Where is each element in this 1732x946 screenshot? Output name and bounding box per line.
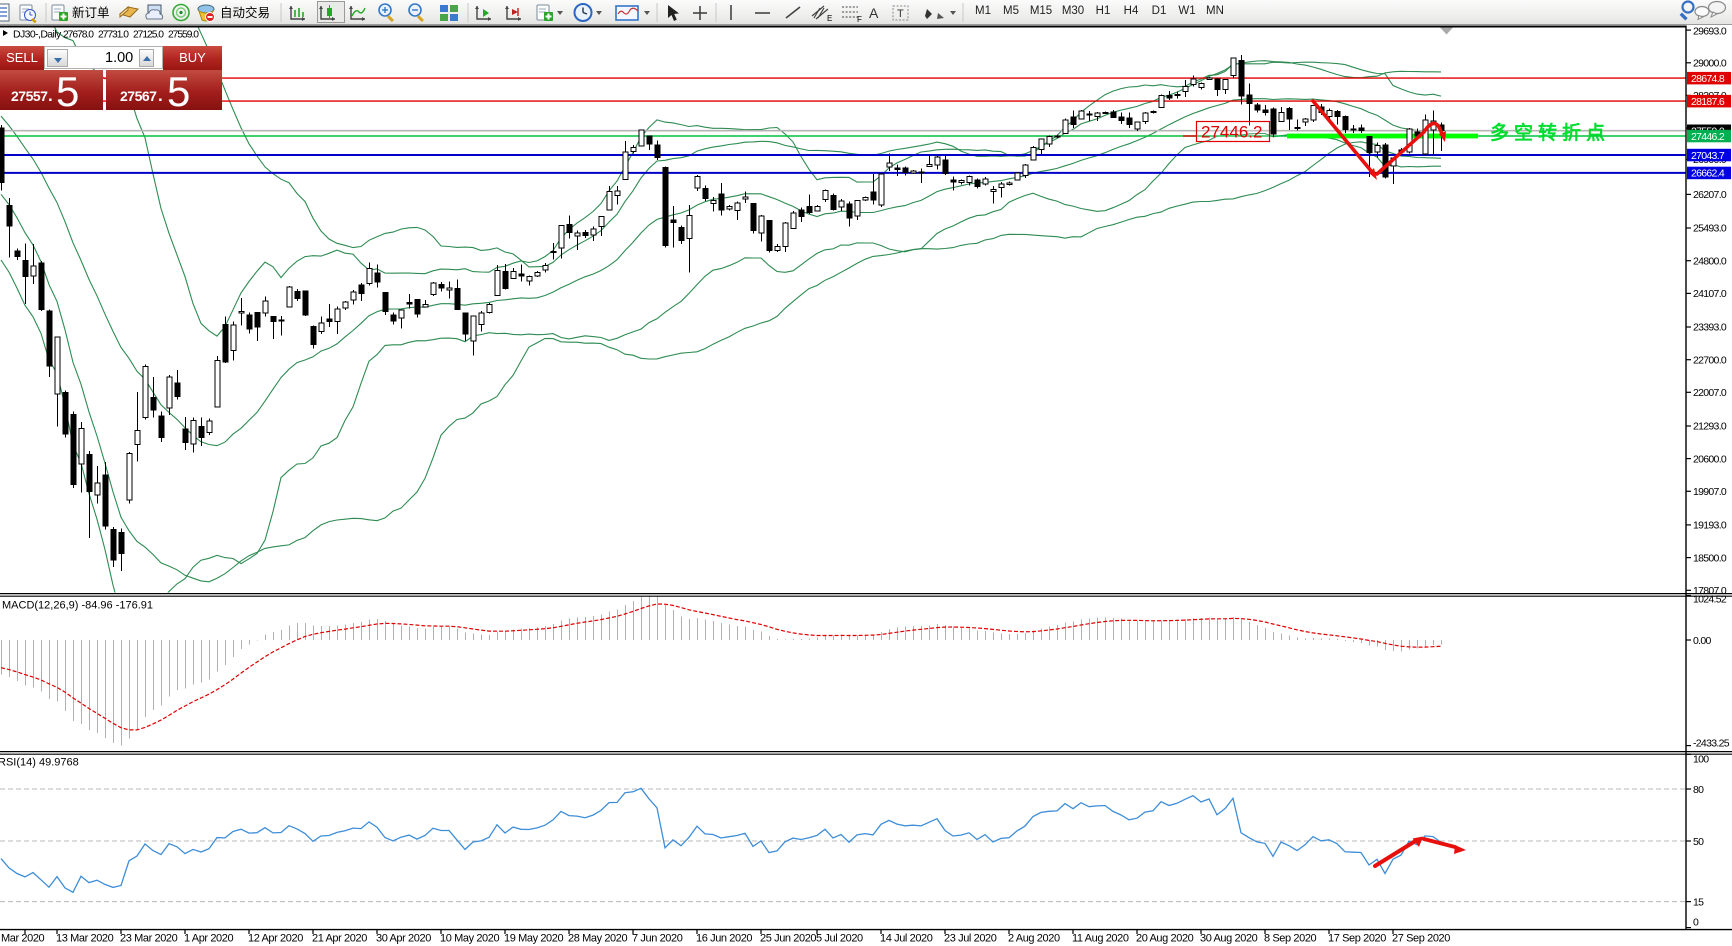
- svg-text:7 Jun 2020: 7 Jun 2020: [632, 933, 683, 945]
- svg-text:0.00: 0.00: [1693, 635, 1711, 647]
- svg-text:27731.0: 27731.0: [98, 30, 129, 41]
- svg-text:自动交易: 自动交易: [220, 5, 270, 20]
- svg-text:RSI(14) 49.9768: RSI(14) 49.9768: [0, 757, 79, 769]
- svg-text:DJ30-,Daily: DJ30-,Daily: [13, 29, 62, 41]
- svg-text:2 Aug 2020: 2 Aug 2020: [1008, 933, 1060, 945]
- svg-text:Mar 2020: Mar 2020: [1, 933, 45, 945]
- svg-text:30 Apr 2020: 30 Apr 2020: [376, 933, 431, 945]
- svg-text:5 Jul 2020: 5 Jul 2020: [816, 933, 863, 945]
- svg-text:11 Aug 2020: 11 Aug 2020: [1072, 933, 1129, 945]
- svg-text:50: 50: [1693, 836, 1704, 848]
- svg-text:29693.0: 29693.0: [1693, 26, 1727, 38]
- svg-text:13 Mar 2020: 13 Mar 2020: [56, 933, 114, 945]
- svg-text:20600.0: 20600.0: [1693, 453, 1727, 465]
- svg-text:T: T: [897, 8, 904, 20]
- svg-text:28674.8: 28674.8: [1691, 73, 1725, 85]
- svg-text:27 Sep 2020: 27 Sep 2020: [1392, 933, 1450, 945]
- svg-text:28 May 2020: 28 May 2020: [568, 933, 627, 945]
- svg-text:24107.0: 24107.0: [1693, 288, 1727, 300]
- svg-text:27559.0: 27559.0: [168, 30, 199, 41]
- svg-text:19 May 2020: 19 May 2020: [504, 933, 563, 945]
- svg-text:23 Jul 2020: 23 Jul 2020: [944, 933, 997, 945]
- svg-text:1024.52: 1024.52: [1693, 594, 1727, 606]
- svg-text:23 Mar 2020: 23 Mar 2020: [120, 933, 178, 945]
- svg-text:28187.6: 28187.6: [1691, 96, 1725, 108]
- svg-text:12 Apr 2020: 12 Apr 2020: [248, 933, 303, 945]
- svg-text:A: A: [869, 5, 879, 21]
- svg-text:14 Jul 2020: 14 Jul 2020: [880, 933, 933, 945]
- svg-text:25493.0: 25493.0: [1693, 223, 1727, 235]
- svg-text:23393.0: 23393.0: [1693, 322, 1727, 334]
- svg-text:19907.0: 19907.0: [1693, 486, 1727, 498]
- svg-text:22007.0: 22007.0: [1693, 387, 1727, 399]
- svg-text:19193.0: 19193.0: [1693, 520, 1727, 532]
- svg-text:1 Apr 2020: 1 Apr 2020: [184, 933, 233, 945]
- svg-text:25 Jun 2020: 25 Jun 2020: [760, 933, 816, 945]
- svg-text:MACD(12,26,9) -84.96 -176.91: MACD(12,26,9) -84.96 -176.91: [2, 600, 153, 612]
- svg-text:17 Sep 2020: 17 Sep 2020: [1328, 933, 1386, 945]
- svg-text:E: E: [827, 14, 832, 23]
- svg-text:18500.0: 18500.0: [1693, 552, 1727, 564]
- svg-text:29000.0: 29000.0: [1693, 58, 1727, 70]
- svg-text:24800.0: 24800.0: [1693, 255, 1727, 267]
- svg-text:15: 15: [1693, 897, 1704, 909]
- svg-text:27446.2: 27446.2: [1691, 131, 1725, 143]
- svg-text:F: F: [857, 15, 862, 24]
- svg-text:新订单: 新订单: [72, 5, 110, 20]
- svg-text:21 Apr 2020: 21 Apr 2020: [312, 933, 367, 945]
- svg-text:10 May 2020: 10 May 2020: [440, 933, 499, 945]
- svg-text:22700.0: 22700.0: [1693, 354, 1727, 366]
- svg-text:-2433.25: -2433.25: [1693, 738, 1730, 750]
- svg-text:80: 80: [1693, 784, 1704, 796]
- svg-text:100: 100: [1693, 753, 1709, 765]
- svg-text:27125.0: 27125.0: [133, 30, 164, 41]
- svg-text:21293.0: 21293.0: [1693, 421, 1727, 433]
- svg-text:30 Aug 2020: 30 Aug 2020: [1200, 933, 1258, 945]
- svg-text:17807.0: 17807.0: [1693, 585, 1727, 597]
- svg-text:多空转折点: 多空转折点: [1490, 121, 1610, 144]
- svg-text:8 Sep 2020: 8 Sep 2020: [1264, 933, 1317, 945]
- svg-text:26207.0: 26207.0: [1693, 189, 1727, 201]
- svg-text:27678.0: 27678.0: [63, 30, 94, 41]
- svg-text:27043.7: 27043.7: [1691, 150, 1725, 162]
- svg-text:27446.2: 27446.2: [1201, 123, 1262, 142]
- svg-text:16 Jun 2020: 16 Jun 2020: [696, 933, 752, 945]
- svg-text:26662.4: 26662.4: [1691, 168, 1725, 180]
- svg-text:20 Aug 2020: 20 Aug 2020: [1136, 933, 1194, 945]
- svg-text:0: 0: [1693, 917, 1699, 929]
